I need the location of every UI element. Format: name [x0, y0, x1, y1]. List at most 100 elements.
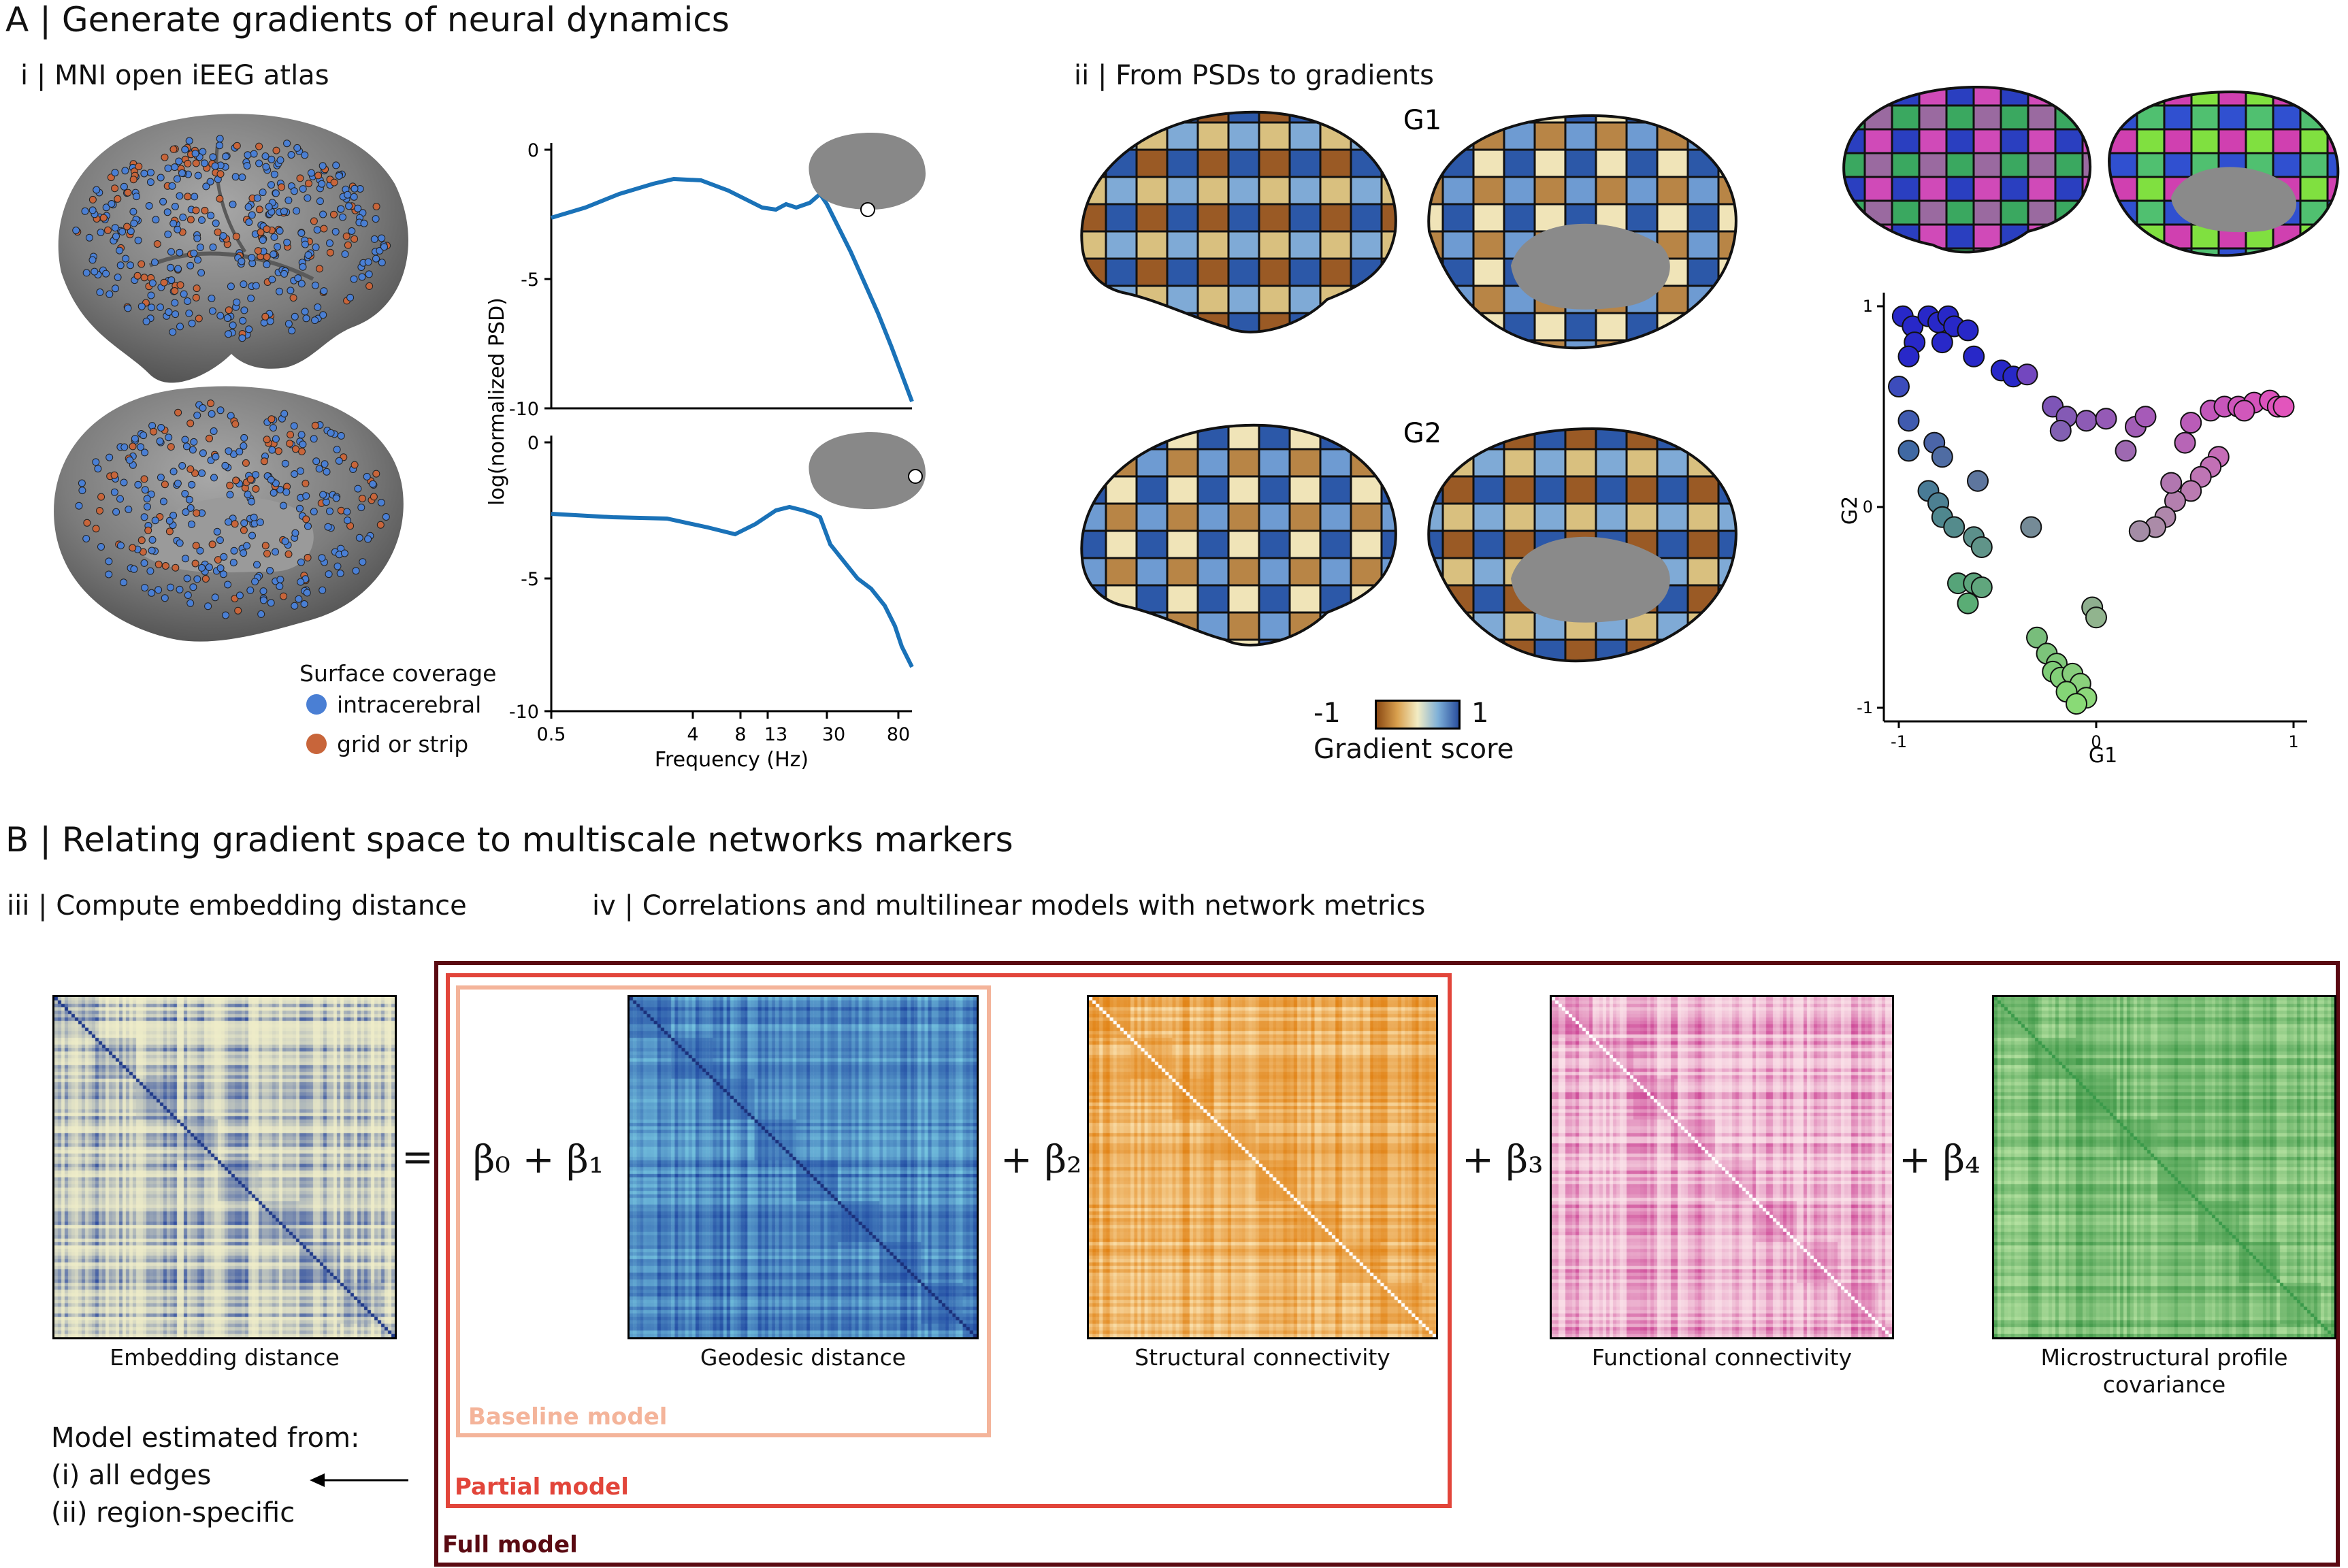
- electrode-dot: [189, 446, 197, 454]
- electrode-dot: [321, 460, 329, 468]
- electrode-dot: [304, 553, 312, 561]
- electrode-dot: [304, 251, 312, 259]
- embedding-caption: Embedding distance: [110, 1344, 340, 1371]
- electrode-dot: [207, 212, 215, 220]
- electrode-dot: [112, 232, 120, 240]
- electrode-dot: [291, 312, 299, 321]
- electrode-dot: [85, 233, 93, 242]
- electrode-dot: [290, 422, 298, 430]
- electrode-dot: [358, 495, 366, 502]
- psd-ylabel: log(normalized PSD): [485, 297, 509, 506]
- medial-brain: [54, 386, 404, 642]
- electrode-dot: [320, 225, 328, 233]
- electrode-dot: [257, 228, 265, 236]
- electrode-dot: [185, 137, 193, 145]
- electrode-dot: [310, 508, 318, 516]
- geodesic-caption: Geodesic distance: [700, 1344, 907, 1371]
- panel-b-iv-subtitle: iv | Correlations and multilinear models…: [592, 890, 1426, 921]
- panel-a-ii-subtitle: ii | From PSDs to gradients: [1074, 60, 1435, 91]
- electrode-dot: [208, 295, 216, 302]
- micro-caption-line1: Microstructural profile: [2040, 1344, 2288, 1371]
- electrode-dot: [284, 550, 293, 558]
- electrode-dot: [195, 314, 203, 323]
- electrode-dot: [287, 287, 295, 295]
- psd-bottom-ytick-0: 0: [527, 433, 539, 454]
- electrode-dot: [186, 216, 195, 224]
- electrode-dot: [305, 180, 312, 188]
- electrode-dot: [286, 440, 294, 448]
- electrode-dot: [164, 230, 172, 238]
- legend-item-intracerebral: intracerebral: [337, 691, 482, 718]
- electrode-dot: [134, 480, 142, 489]
- electrode-dot: [238, 174, 246, 181]
- estimated-item-2: (ii) region-specific: [51, 1497, 295, 1529]
- electrode-dot: [225, 447, 233, 455]
- electrode-dot: [372, 215, 380, 223]
- electrode-dot: [280, 208, 288, 216]
- electrode-dot: [378, 234, 386, 242]
- beta3-term: + β₃: [1462, 1138, 1544, 1182]
- electrode-dot: [364, 258, 372, 266]
- electrode-dot: [240, 434, 248, 442]
- electrode-dot: [196, 243, 204, 251]
- electrode-dot: [144, 503, 151, 511]
- electrode-dot: [320, 287, 328, 295]
- electrode-dot: [199, 449, 207, 457]
- electrode-dot: [295, 595, 303, 603]
- electrode-dot: [319, 491, 327, 499]
- electrode-dot: [243, 542, 251, 550]
- electrode-dot: [182, 555, 189, 563]
- electrode-dot: [184, 159, 192, 167]
- electrode-dot: [133, 272, 142, 280]
- electrode-dot: [193, 411, 201, 419]
- electrode-dot: [296, 467, 304, 475]
- equals-sign: =: [402, 1135, 434, 1179]
- electrode-dot: [270, 250, 278, 259]
- electrode-dot: [235, 591, 244, 600]
- psd-xtick-1: 4: [687, 724, 698, 745]
- electrode-dot: [197, 269, 206, 277]
- electrode-dot: [130, 219, 138, 227]
- electrode-dot: [216, 564, 225, 572]
- electrode-dot: [378, 259, 386, 267]
- colorbar-min: -1: [1314, 698, 1341, 729]
- electrode-dot: [354, 204, 362, 212]
- electrode-dot: [244, 151, 252, 159]
- electrode-dot: [370, 235, 378, 243]
- electrode-dot: [92, 458, 100, 466]
- electrode-dot: [272, 435, 280, 443]
- functional-connectivity-matrix: [1550, 995, 1894, 1339]
- structural-caption: Structural connectivity: [1135, 1344, 1390, 1371]
- panel-a-i-subtitle: i | MNI open iEEG atlas: [20, 60, 329, 91]
- scatter-ylabel: G2: [1838, 496, 1862, 525]
- scatter-point: [2174, 431, 2196, 454]
- electrode-dot: [355, 534, 363, 542]
- electrode-dot: [344, 191, 352, 199]
- electrode-dot: [240, 549, 248, 557]
- electrode-dot: [248, 254, 256, 262]
- electrode-dot: [229, 200, 237, 208]
- electrode-dot: [259, 587, 267, 595]
- electrode-dot: [167, 263, 175, 272]
- electrode-dot: [280, 592, 288, 600]
- electrode-dot: [144, 526, 152, 534]
- electrode-dot: [316, 265, 323, 273]
- electrode-dot: [369, 480, 377, 488]
- electrode-dot: [340, 549, 348, 557]
- g1-g2-scatter: -1 0 1 1 0 -1 G1 G2: [1838, 293, 2307, 768]
- electrode-dot: [268, 446, 276, 454]
- electrode-dot: [231, 420, 240, 428]
- electrode-dot: [208, 540, 216, 549]
- electrode-dot: [224, 581, 232, 589]
- electrode-dot: [161, 480, 169, 489]
- electrode-dot: [181, 490, 189, 497]
- electrode-dot: [326, 248, 334, 257]
- scatter-point: [1967, 470, 1989, 492]
- partial-model-label: Partial model: [455, 1473, 629, 1501]
- psd-bottom-line: [551, 504, 914, 668]
- electrode-dot: [325, 570, 333, 578]
- electrode-dot: [194, 172, 202, 180]
- electrode-dot: [310, 217, 318, 225]
- electrode-dot: [311, 316, 319, 325]
- electrode-dot: [141, 486, 149, 494]
